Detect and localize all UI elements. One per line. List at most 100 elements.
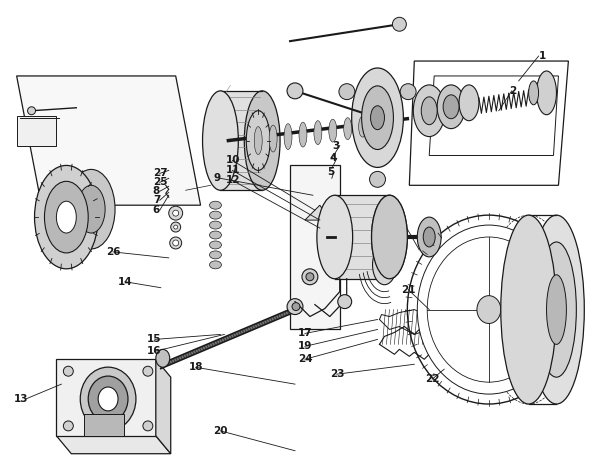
Text: 23: 23 (330, 369, 345, 379)
Ellipse shape (246, 111, 270, 171)
Ellipse shape (372, 195, 407, 279)
Ellipse shape (292, 303, 300, 311)
Ellipse shape (536, 71, 556, 115)
Polygon shape (57, 436, 171, 454)
Text: 16: 16 (147, 346, 162, 356)
Ellipse shape (388, 217, 401, 229)
Ellipse shape (421, 97, 437, 124)
Ellipse shape (269, 125, 277, 152)
Ellipse shape (437, 85, 465, 129)
Polygon shape (335, 195, 389, 279)
Ellipse shape (459, 85, 479, 121)
Text: 3: 3 (333, 141, 340, 151)
Ellipse shape (143, 366, 153, 376)
Ellipse shape (44, 181, 88, 253)
Ellipse shape (317, 195, 353, 279)
Ellipse shape (28, 107, 35, 115)
Polygon shape (290, 165, 340, 330)
Ellipse shape (339, 84, 355, 100)
Ellipse shape (173, 210, 179, 216)
Ellipse shape (423, 227, 435, 247)
Bar (84, 414, 124, 436)
Ellipse shape (63, 366, 73, 376)
Polygon shape (156, 359, 171, 454)
Text: 27: 27 (153, 168, 168, 179)
Ellipse shape (314, 121, 322, 144)
Text: 19: 19 (298, 342, 312, 352)
Ellipse shape (417, 225, 560, 394)
Ellipse shape (77, 185, 105, 233)
Text: 15: 15 (147, 334, 162, 344)
Ellipse shape (254, 127, 262, 154)
Polygon shape (221, 91, 262, 190)
Ellipse shape (546, 275, 566, 344)
Text: 21: 21 (401, 285, 416, 294)
Ellipse shape (57, 201, 76, 233)
Ellipse shape (143, 421, 153, 431)
Ellipse shape (299, 122, 307, 147)
Ellipse shape (372, 245, 396, 285)
Text: 4: 4 (330, 153, 337, 163)
Polygon shape (57, 359, 156, 436)
Ellipse shape (171, 222, 181, 232)
Text: 14: 14 (118, 277, 133, 287)
Ellipse shape (35, 165, 98, 269)
Polygon shape (17, 116, 57, 145)
Polygon shape (305, 205, 330, 220)
Ellipse shape (362, 86, 394, 150)
Text: 18: 18 (189, 362, 203, 372)
Ellipse shape (400, 84, 416, 100)
Text: 26: 26 (106, 247, 120, 257)
Ellipse shape (501, 215, 556, 404)
Ellipse shape (209, 211, 221, 219)
Ellipse shape (63, 421, 73, 431)
Ellipse shape (352, 68, 404, 167)
Ellipse shape (344, 118, 352, 140)
Text: 17: 17 (298, 328, 313, 338)
Ellipse shape (372, 195, 407, 279)
Polygon shape (17, 76, 201, 205)
Text: 10: 10 (225, 155, 240, 165)
Ellipse shape (170, 237, 182, 249)
Ellipse shape (371, 106, 385, 130)
Ellipse shape (202, 91, 238, 190)
Ellipse shape (536, 242, 576, 377)
Ellipse shape (443, 95, 459, 119)
Ellipse shape (306, 273, 314, 281)
Text: 24: 24 (298, 354, 313, 364)
Ellipse shape (209, 241, 221, 249)
Ellipse shape (287, 83, 303, 99)
Text: 13: 13 (14, 394, 28, 404)
Ellipse shape (67, 170, 115, 249)
Ellipse shape (284, 124, 292, 150)
Ellipse shape (359, 116, 366, 137)
Ellipse shape (392, 17, 407, 31)
Ellipse shape (529, 215, 584, 404)
Text: 11: 11 (225, 165, 240, 175)
Ellipse shape (329, 119, 337, 142)
Ellipse shape (80, 367, 136, 431)
Text: 2: 2 (509, 86, 516, 96)
Ellipse shape (209, 251, 221, 259)
Ellipse shape (337, 294, 352, 309)
Ellipse shape (209, 201, 221, 209)
Text: 9: 9 (214, 173, 221, 183)
Ellipse shape (173, 225, 178, 229)
Ellipse shape (369, 171, 385, 187)
Ellipse shape (173, 240, 179, 246)
Ellipse shape (529, 81, 539, 105)
Ellipse shape (98, 387, 118, 411)
Ellipse shape (414, 85, 445, 137)
Text: 20: 20 (214, 426, 228, 436)
Ellipse shape (169, 206, 183, 220)
Text: 8: 8 (153, 186, 160, 196)
Text: 7: 7 (153, 195, 160, 205)
Ellipse shape (88, 376, 128, 422)
Ellipse shape (156, 349, 170, 367)
Text: 6: 6 (153, 205, 160, 215)
Text: 5: 5 (327, 167, 334, 177)
Text: 25: 25 (153, 177, 168, 187)
Ellipse shape (209, 231, 221, 239)
Ellipse shape (417, 217, 441, 257)
Ellipse shape (379, 255, 391, 275)
